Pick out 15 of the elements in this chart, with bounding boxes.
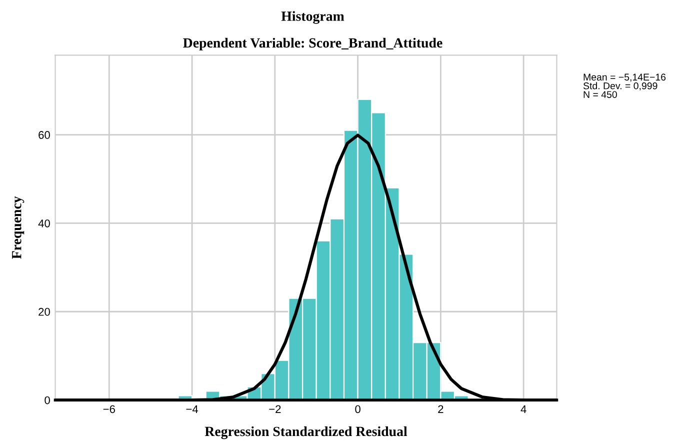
y-tick-label: 20 xyxy=(38,308,50,316)
y-tick-label: 40 xyxy=(38,219,50,228)
chart-subtitle: Dependent Variable: Score_Brand_Attitude xyxy=(183,38,442,50)
y-tick-label: 0 xyxy=(44,396,50,404)
x-tick-label: −6 xyxy=(103,405,115,414)
y-axis-title: Frequency xyxy=(12,196,24,259)
text: Mean = −5,14E−16 Std. Dev. = 0,999 N = 450 xyxy=(583,74,666,98)
x-axis-title: Regression Standardized Residual xyxy=(204,426,408,440)
x-tick-label: −4 xyxy=(186,405,198,413)
x-tick-label: 0 xyxy=(355,405,360,414)
y-tick-label: 60 xyxy=(38,131,50,139)
x-tick-label: 2 xyxy=(438,405,444,413)
x-tick-label: 4 xyxy=(520,405,526,413)
chart-title: Histogram xyxy=(281,11,344,24)
x-tick-label: −2 xyxy=(269,405,281,413)
